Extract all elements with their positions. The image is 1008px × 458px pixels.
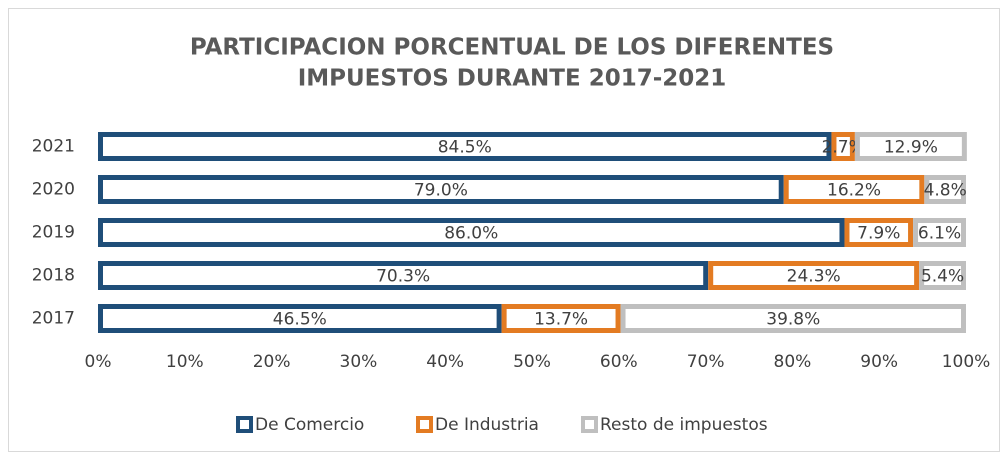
data-label: 12.9% [884, 138, 938, 158]
data-label: 16.2% [827, 181, 881, 201]
x-tick-label: 30% [340, 352, 378, 372]
bar-segment [501, 304, 621, 333]
data-label: 79.0% [414, 181, 468, 201]
legend-swatch [236, 416, 253, 433]
legend-label: De Industria [435, 415, 539, 435]
x-tick-label: 0% [85, 352, 112, 372]
bar-segment [708, 261, 920, 290]
x-tick-label: 40% [426, 352, 464, 372]
bar-segment [924, 175, 966, 204]
data-label: 5.4% [921, 267, 964, 287]
bar-segment [98, 218, 845, 247]
x-tick-label: 100% [942, 352, 991, 372]
legend-label: Resto de impuestos [600, 415, 768, 435]
bar-segment [844, 218, 914, 247]
x-tick-label: 60% [600, 352, 638, 372]
bar-segment [98, 261, 709, 290]
data-label: 39.8% [766, 310, 820, 330]
data-label: 70.3% [376, 267, 430, 287]
data-label: 46.5% [273, 310, 327, 330]
x-tick-label: 50% [513, 352, 551, 372]
bar-segment [831, 132, 855, 161]
bar-segment [783, 175, 925, 204]
bar-segment [854, 132, 967, 161]
x-tick-label: 80% [774, 352, 812, 372]
bar-segment [98, 132, 832, 161]
data-label: 86.0% [444, 224, 498, 244]
data-label: 6.1% [918, 224, 961, 244]
data-label: 84.5% [438, 138, 492, 158]
x-tick-label: 10% [166, 352, 204, 372]
x-tick-label: 20% [253, 352, 291, 372]
data-label: 4.8% [924, 181, 967, 201]
y-tick-label: 2019 [32, 223, 75, 243]
data-label: 7.9% [857, 224, 900, 244]
bar-segment [98, 175, 784, 204]
x-tick-label: 90% [860, 352, 898, 372]
bar-segment [919, 261, 966, 290]
x-tick-label: 70% [687, 352, 725, 372]
y-tick-label: 2018 [32, 266, 75, 286]
y-tick-label: 2017 [32, 309, 75, 329]
bar-segment [98, 304, 502, 333]
legend-swatch [416, 416, 433, 433]
y-tick-label: 2020 [32, 180, 75, 200]
data-label: 13.7% [534, 310, 588, 330]
bar-segment [913, 218, 966, 247]
bar-segment [620, 304, 966, 333]
legend-swatch [581, 416, 598, 433]
chart-title: IMPUESTOS DURANTE 2017-2021 [298, 66, 727, 92]
legend-label: De Comercio [255, 415, 364, 435]
chart-title: PARTICIPACION PORCENTUAL DE LOS DIFERENT… [190, 35, 834, 61]
data-label: 2.7% [822, 138, 865, 158]
y-tick-label: 2021 [32, 137, 75, 157]
data-label: 24.3% [787, 267, 841, 287]
